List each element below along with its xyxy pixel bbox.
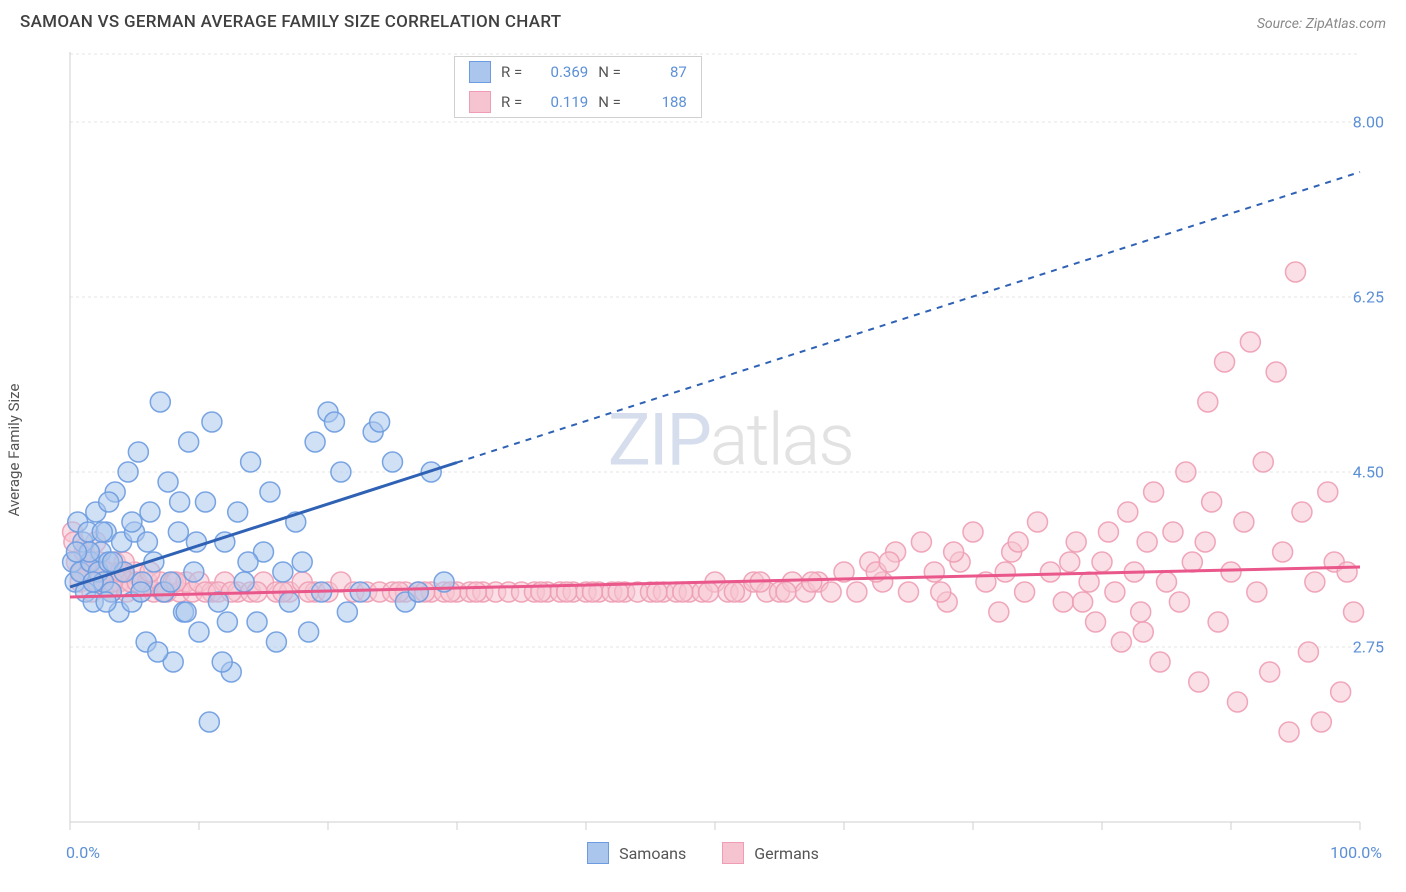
swatch-samoans [469, 61, 491, 83]
y-tick-label: 2.75 [1353, 638, 1384, 657]
stats-legend-row-germans: R = 0.119 N = 188 [455, 87, 701, 117]
y-tick-label: 4.50 [1353, 463, 1384, 482]
chart-area: Average Family Size R = 0.369 N = 87 R =… [20, 40, 1386, 860]
swatch-samoans [587, 842, 609, 864]
stat-n-value-samoans: 87 [631, 63, 687, 81]
chart-header: SAMOAN VS GERMAN AVERAGE FAMILY SIZE COR… [0, 0, 1406, 40]
swatch-germans [469, 91, 491, 113]
y-tick-label: 8.00 [1353, 113, 1384, 132]
series-label-germans: Germans [754, 844, 819, 863]
stat-r-label: R = [501, 63, 522, 81]
scatter-plot-svg [20, 40, 1386, 844]
stat-n-value-germans: 188 [631, 93, 687, 111]
series-label-samoans: Samoans [619, 844, 686, 863]
series-legend-germans: Germans [722, 842, 819, 864]
stat-r-value-germans: 0.119 [532, 93, 588, 111]
stat-r-label: R = [501, 93, 522, 111]
chart-title: SAMOAN VS GERMAN AVERAGE FAMILY SIZE COR… [20, 12, 561, 32]
x-axis-label-min: 0.0% [66, 843, 100, 862]
stat-n-label: N = [598, 93, 621, 111]
y-axis-label: Average Family Size [5, 384, 23, 517]
swatch-germans [722, 842, 744, 864]
series-legend-samoans: Samoans [587, 842, 686, 864]
x-axis-label-max: 100.0% [1330, 843, 1382, 862]
series-legend: Samoans Germans [20, 842, 1386, 864]
stats-legend: R = 0.369 N = 87 R = 0.119 N = 188 [454, 56, 702, 118]
stats-legend-row-samoans: R = 0.369 N = 87 [455, 57, 701, 87]
stat-n-label: N = [598, 63, 621, 81]
chart-source: Source: ZipAtlas.com [1257, 16, 1386, 32]
y-tick-label: 6.25 [1353, 288, 1384, 307]
stat-r-value-samoans: 0.369 [532, 63, 588, 81]
